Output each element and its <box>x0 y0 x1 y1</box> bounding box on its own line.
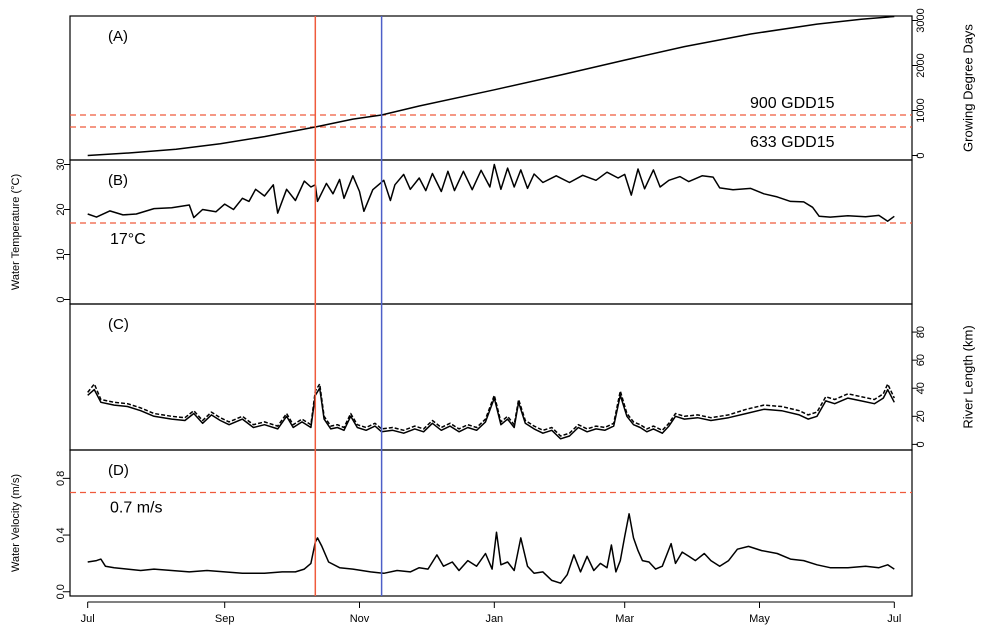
panel-a-threshold-label: 633 GDD15 <box>750 134 835 151</box>
panel-a-threshold-label: 900 GDD15 <box>750 95 835 112</box>
panel-b-y-tick-label: 20 <box>55 203 67 215</box>
panel-a: 0 1000 2000 3000 Growing Degree Days (A) 900 G… <box>69 8 976 161</box>
panel-b-y-tick-label: 30 <box>55 158 67 170</box>
x-tick-label: Jan <box>485 613 503 625</box>
panel-b-label: (B) <box>108 172 128 189</box>
panel-c-y-tick-label: 0 <box>915 441 927 447</box>
panel-c: 0 20 40 60 80 River Length (km) (C) <box>69 303 976 451</box>
panel-a-y-tick-label: 1000 <box>915 98 927 122</box>
panel-b-y-label: Water Temperature (°C) <box>10 174 22 290</box>
panel-c-series-dashed <box>87 383 895 437</box>
panel-d-threshold-label: 0.7 m/s <box>110 500 162 517</box>
panel-d-series-line <box>87 513 895 584</box>
panel-c-y-tick-label: 20 <box>915 410 927 422</box>
panel-c-series-line <box>87 387 895 440</box>
panel-d-y-label: Water Velocity (m/s) <box>10 474 22 572</box>
panel-b-threshold-label: 17°C <box>110 231 146 248</box>
panel-a-y-tick-label: 3000 <box>915 8 927 32</box>
x-tick-label: Sep <box>215 613 235 625</box>
panel-c-y-tick-label: 40 <box>915 382 927 394</box>
panel-c-frame <box>69 303 913 451</box>
panel-a-y-label: Growing Degree Days <box>961 24 976 152</box>
x-tick-label: May <box>749 613 770 625</box>
panel-a-series-line <box>87 15 895 157</box>
panel-d-label: (D) <box>108 462 129 479</box>
panel-d-y-tick-label: 0.0 <box>55 584 67 599</box>
panel-d-frame <box>69 449 913 597</box>
x-tick-label: Nov <box>350 613 370 625</box>
panel-c-label: (C) <box>108 316 129 333</box>
panel-d: 0.0 0.4 0.8 Water Velocity (m/s) (D) 0.7 m/s <box>10 449 913 599</box>
panel-b: 0 10 20 30 Water Temperature (°C) (B) 17°C <box>10 158 913 305</box>
x-tick-label: Mar <box>615 613 634 625</box>
panel-a-y-tick-label: 2000 <box>915 53 927 77</box>
x-tick-label: Jul <box>81 613 95 625</box>
panel-a-label: (A) <box>108 28 128 45</box>
panel-c-y-tick-label: 60 <box>915 354 927 366</box>
panel-c-y-label: River Length (km) <box>961 325 976 428</box>
panel-a-y-tick-label: 0 <box>915 152 927 158</box>
x-tick-label: Jul <box>887 613 901 625</box>
panel-c-y-tick-label: 80 <box>915 326 927 338</box>
panel-b-y-tick-label: 10 <box>55 248 67 260</box>
panel-b-y-tick-label: 0 <box>55 296 67 302</box>
panel-b-series-line <box>87 163 895 222</box>
panel-d-y-tick-label: 0.4 <box>55 527 67 542</box>
panel-d-y-tick-label: 0.8 <box>55 471 67 486</box>
